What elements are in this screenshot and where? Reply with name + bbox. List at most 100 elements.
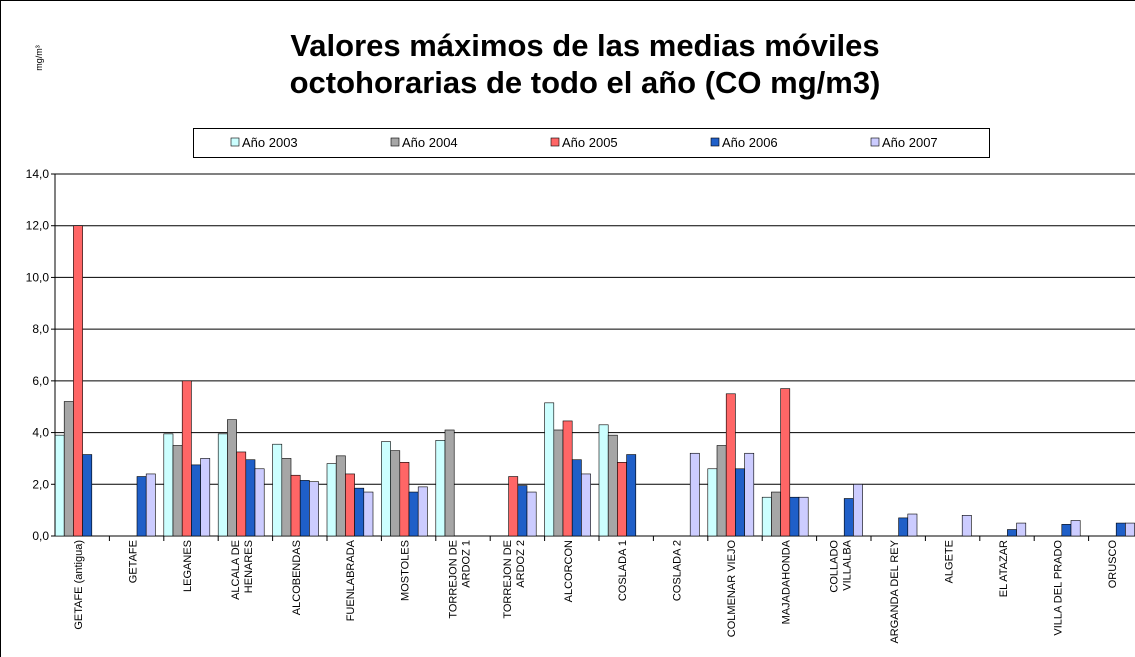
bar bbox=[1070, 520, 1081, 537]
bar bbox=[571, 459, 582, 537]
bar bbox=[272, 443, 283, 537]
x-tick-label: MAJADAHONDA bbox=[780, 539, 792, 624]
bar bbox=[771, 491, 781, 537]
bar bbox=[181, 380, 192, 537]
y-tick-label: 0,0 bbox=[32, 529, 49, 543]
y-tick-label: 10,0 bbox=[26, 270, 50, 284]
bar bbox=[553, 429, 564, 537]
bar bbox=[281, 458, 292, 537]
bar bbox=[1115, 522, 1126, 537]
x-tick-label: COLLADOVILLALBA bbox=[828, 539, 853, 592]
bar bbox=[961, 515, 972, 537]
x-tick-label: LEGANES bbox=[182, 540, 194, 592]
bar bbox=[163, 433, 174, 537]
x-tick-label: GETAFE (antigua) bbox=[73, 540, 85, 630]
bar bbox=[435, 440, 446, 537]
bar bbox=[1007, 529, 1017, 537]
bar bbox=[73, 225, 83, 537]
bar bbox=[526, 491, 537, 537]
bar bbox=[798, 496, 809, 537]
bar bbox=[417, 486, 428, 537]
x-tick-label: TORREJON DEARDOZ 1 bbox=[448, 540, 473, 619]
x-tick-label: ALGETE bbox=[944, 540, 956, 583]
x-tick-label: ORUSCO bbox=[1107, 540, 1119, 589]
legend-label: Año 2006 bbox=[722, 135, 778, 150]
x-tick-label: VILLA DEL PRADO bbox=[1052, 540, 1064, 636]
bar bbox=[1061, 524, 1072, 537]
bar bbox=[381, 441, 391, 537]
bar bbox=[761, 496, 772, 537]
bar bbox=[581, 473, 591, 537]
bar bbox=[236, 451, 247, 537]
bar bbox=[326, 463, 337, 537]
bar bbox=[907, 513, 918, 537]
bar bbox=[735, 468, 745, 537]
bar bbox=[191, 464, 201, 537]
bar bbox=[245, 459, 256, 537]
legend-label: Año 2005 bbox=[562, 135, 618, 150]
legend-label: Año 2004 bbox=[402, 135, 458, 150]
bar bbox=[789, 496, 800, 537]
bar bbox=[707, 468, 718, 537]
bar bbox=[617, 462, 627, 537]
bar bbox=[345, 473, 355, 537]
x-tick-label: ALCALA DEHENARES bbox=[230, 540, 255, 600]
legend-label: Año 2003 bbox=[242, 135, 298, 150]
bar bbox=[408, 491, 419, 537]
bar bbox=[217, 433, 228, 537]
bar bbox=[780, 388, 791, 537]
bar bbox=[1016, 522, 1027, 537]
x-tick-label: COSLADA 2 bbox=[672, 540, 684, 601]
y-axis-label: mg/m³ bbox=[34, 45, 44, 71]
x-tick-label: ARGANDA DEL REY bbox=[889, 539, 901, 643]
bar bbox=[309, 481, 319, 537]
bar bbox=[562, 420, 573, 537]
bar bbox=[508, 476, 519, 537]
bar bbox=[172, 445, 183, 537]
bar bbox=[444, 429, 455, 537]
legend-swatch bbox=[390, 137, 400, 147]
bar bbox=[689, 452, 700, 537]
y-tick-label: 14,0 bbox=[26, 167, 50, 181]
bar bbox=[744, 452, 755, 537]
bar bbox=[853, 483, 863, 537]
y-tick-label: 4,0 bbox=[32, 426, 49, 440]
legend-swatch bbox=[230, 137, 240, 147]
x-tick-label: COLMENAR VIEJO bbox=[726, 540, 738, 638]
bar bbox=[54, 434, 65, 537]
bar bbox=[82, 454, 93, 537]
bar bbox=[200, 458, 211, 537]
bar bbox=[843, 498, 854, 537]
bar bbox=[390, 450, 401, 537]
bar bbox=[607, 434, 618, 537]
x-tick-label: COSLADA 1 bbox=[617, 540, 629, 601]
bar bbox=[354, 487, 365, 537]
x-tick-label: EL ATAZAR bbox=[998, 540, 1010, 597]
x-tick-label: MOSTOLES bbox=[400, 540, 412, 601]
legend-swatch bbox=[870, 137, 880, 147]
bar bbox=[1125, 522, 1135, 537]
plot-area: GETAFE (antigua) GETAFE LEGANES ALCALA DEHE… bbox=[54, 173, 1135, 644]
bar bbox=[716, 445, 727, 537]
bar bbox=[626, 454, 637, 537]
x-tick-label: GETAFE bbox=[128, 540, 140, 583]
y-tick-label: 2,0 bbox=[32, 477, 49, 491]
legend-swatch bbox=[710, 137, 720, 147]
bar bbox=[517, 485, 528, 537]
bar bbox=[254, 468, 265, 537]
bar bbox=[598, 424, 609, 537]
bar bbox=[898, 517, 909, 537]
bar bbox=[335, 455, 346, 537]
x-tick-label: FUENLABRADA bbox=[345, 539, 357, 621]
x-tick-label: ALCOBENDAS bbox=[291, 540, 303, 615]
legend bbox=[193, 128, 990, 158]
bar bbox=[227, 419, 237, 537]
bar bbox=[136, 476, 147, 537]
legend-swatch bbox=[550, 137, 560, 147]
y-tick-label: 6,0 bbox=[32, 374, 49, 388]
legend-label: Año 2007 bbox=[882, 135, 938, 150]
bar bbox=[299, 480, 310, 537]
y-tick-label: 8,0 bbox=[32, 322, 49, 336]
x-tick-label: ALCORCON bbox=[563, 540, 575, 602]
